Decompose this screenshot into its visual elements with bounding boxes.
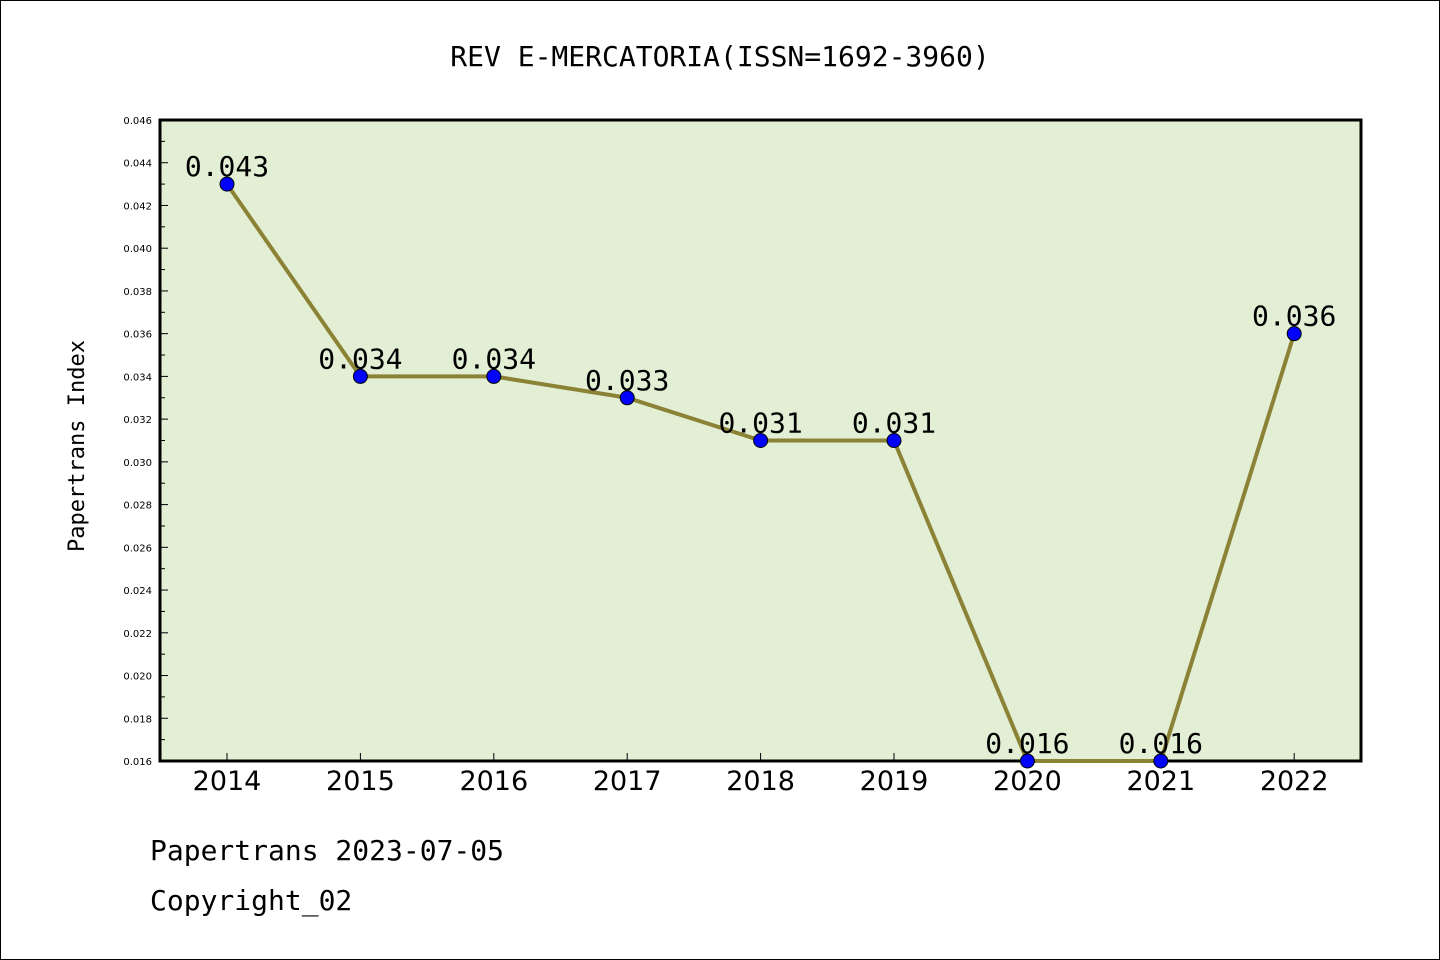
y-axis-label: Papertrans Index [65, 340, 90, 552]
x-tick-label: 2018 [726, 766, 795, 797]
y-tick-label: 0.016 [123, 757, 152, 768]
y-tick-label: 0.040 [123, 244, 152, 255]
footer-copyright: Copyright_02 [150, 884, 353, 917]
y-tick-label: 0.022 [123, 629, 152, 640]
y-tick-label: 0.018 [123, 714, 152, 725]
y-tick-label: 0.034 [123, 372, 152, 383]
data-label: 0.031 [718, 407, 802, 440]
data-label: 0.043 [185, 150, 269, 183]
data-point [1019, 753, 1035, 769]
data-label: 0.031 [852, 407, 936, 440]
data-point [886, 433, 902, 448]
data-point [753, 433, 769, 448]
data-label: 0.036 [1252, 300, 1336, 333]
y-tick-label: 0.042 [123, 201, 152, 212]
data-label: 0.034 [452, 342, 536, 375]
data-label: 0.033 [585, 364, 669, 397]
y-tick-label: 0.020 [123, 672, 152, 683]
data-label: 0.034 [318, 342, 402, 375]
y-tick-label: 0.026 [123, 543, 152, 554]
y-tick-label: 0.044 [123, 159, 152, 170]
x-tick-label: 2015 [326, 766, 395, 797]
data-point [1286, 326, 1302, 342]
x-tick-label: 2021 [1126, 766, 1195, 797]
data-point [352, 368, 368, 384]
x-tick-label: 2017 [593, 766, 662, 797]
x-tick-label: 2020 [993, 766, 1062, 797]
data-label: 0.016 [985, 727, 1069, 760]
y-tick-label: 0.030 [123, 458, 152, 469]
data-point [1153, 753, 1169, 769]
y-tick-label: 0.038 [123, 287, 152, 298]
footer-date: Papertrans 2023-07-05 [150, 834, 505, 867]
y-tick-label: 0.024 [123, 586, 152, 597]
x-tick-label: 2019 [860, 766, 929, 797]
y-tick-label: 0.036 [123, 330, 152, 341]
data-point [219, 176, 235, 192]
data-point [619, 390, 635, 406]
x-tick-label: 2016 [459, 766, 528, 797]
data-label: 0.016 [1119, 727, 1203, 760]
data-point [486, 368, 502, 384]
y-tick-label: 0.032 [123, 415, 152, 426]
chart-title: REV E-MERCATORIA(ISSN=1692-3960) [450, 40, 989, 73]
y-tick-label: 0.028 [123, 501, 152, 512]
x-tick-label: 2014 [193, 766, 262, 797]
y-tick-label: 0.046 [123, 116, 152, 127]
x-tick-label: 2022 [1260, 766, 1329, 797]
